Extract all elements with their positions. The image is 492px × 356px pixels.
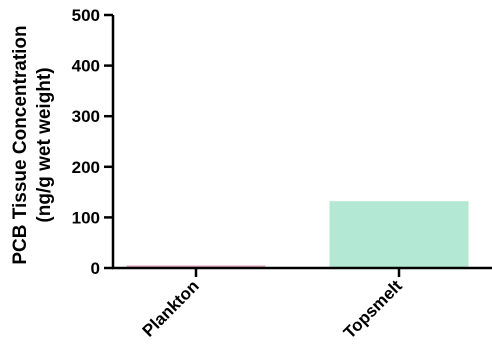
axes xyxy=(111,15,492,270)
y-axis-label: PCB Tissue Concentration (ng/g wet weigh… xyxy=(10,25,55,264)
y-axis-ticks: 0 100 200 300 400 500 xyxy=(72,6,113,278)
y-tick-label-500: 500 xyxy=(72,6,100,25)
x-axis-ticks: Plankton Topsmelt xyxy=(139,268,406,342)
y-tick-label-0: 0 xyxy=(91,259,100,278)
y-tick-label-100: 100 xyxy=(72,208,100,227)
x-tick-label-plankton: Plankton xyxy=(139,276,203,340)
y-tick-label-400: 400 xyxy=(72,57,100,76)
y-tick-label-200: 200 xyxy=(72,158,100,177)
bars xyxy=(126,201,469,268)
y-axis-label-line-2: (ng/g wet weight) xyxy=(34,67,55,222)
bar-plankton xyxy=(126,265,266,268)
bar-topsmelt xyxy=(329,201,469,268)
y-axis-label-line-1: PCB Tissue Concentration xyxy=(10,25,31,264)
x-tick-label-topsmelt: Topsmelt xyxy=(340,276,406,342)
y-tick-label-300: 300 xyxy=(72,107,100,126)
